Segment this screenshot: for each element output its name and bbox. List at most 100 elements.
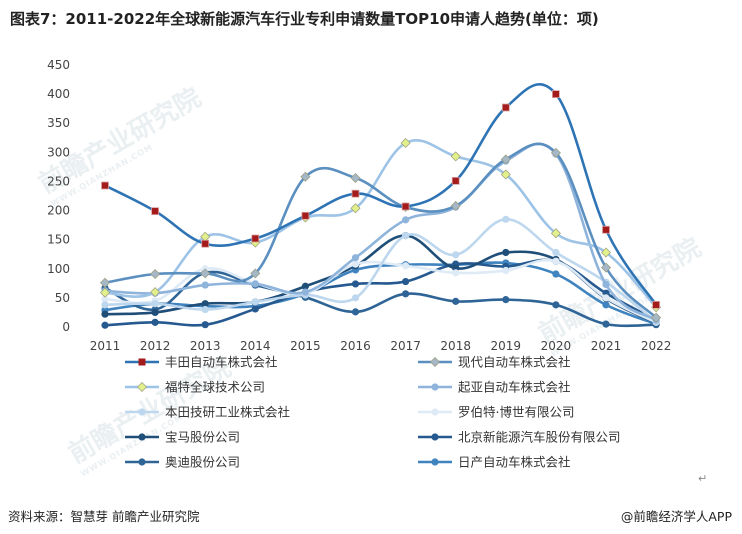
legend-marker xyxy=(431,433,439,441)
y-tick-label: 200 xyxy=(47,204,70,218)
data-point xyxy=(251,305,259,313)
data-point xyxy=(402,290,410,298)
legend-label: 奥迪股份公司 xyxy=(165,455,240,470)
legend-label: 本田技研工业株式会社 xyxy=(165,405,290,420)
data-point xyxy=(452,251,460,259)
data-point xyxy=(251,298,259,306)
legend-marker xyxy=(431,408,439,416)
y-tick-label: 350 xyxy=(47,116,70,130)
data-point xyxy=(502,215,510,223)
data-point-square xyxy=(101,181,109,190)
series-line xyxy=(104,139,658,309)
x-tick-label: 2022 xyxy=(641,339,672,353)
x-tick-label: 2017 xyxy=(390,339,421,353)
data-point xyxy=(201,321,209,329)
y-tick-label: 400 xyxy=(47,87,70,101)
data-point xyxy=(351,294,360,302)
data-point xyxy=(552,257,560,265)
data-point xyxy=(402,216,410,224)
return-mark: ↵ xyxy=(698,472,708,485)
data-point xyxy=(151,300,159,308)
x-tick-label: 2013 xyxy=(190,339,221,353)
data-point xyxy=(151,318,159,326)
legend-marker xyxy=(431,458,439,466)
legend-label: 丰田自动车株式会社 xyxy=(165,355,278,370)
data-point xyxy=(201,300,209,308)
data-point-diamond xyxy=(350,172,361,183)
data-point xyxy=(351,260,360,268)
y-tick-label: 150 xyxy=(47,233,70,247)
legend-label: 罗伯特·博世有限公司 xyxy=(458,405,574,420)
data-point-square xyxy=(251,234,260,243)
brand-label: @前瞻经济学人APP xyxy=(620,509,732,524)
data-point-square xyxy=(301,211,310,220)
data-point xyxy=(101,301,109,309)
x-tick-label: 2011 xyxy=(90,339,121,353)
data-point-diamond xyxy=(350,203,361,214)
data-point xyxy=(251,280,259,288)
x-tick-label: 2021 xyxy=(591,339,622,353)
data-point-diamond xyxy=(300,171,311,182)
x-tick-label: 2020 xyxy=(541,339,572,353)
data-point-diamond xyxy=(500,169,511,180)
legend-marker xyxy=(138,433,146,441)
data-point xyxy=(351,280,360,288)
series-line xyxy=(104,142,658,319)
data-point-diamond xyxy=(200,268,211,279)
data-point-diamond xyxy=(550,228,561,239)
data-point-diamond xyxy=(550,147,561,158)
data-point-square xyxy=(501,103,510,112)
data-point xyxy=(552,301,560,309)
y-tick-label: 250 xyxy=(47,174,70,188)
series-line xyxy=(104,258,657,324)
data-point xyxy=(602,294,610,302)
data-point xyxy=(452,297,460,305)
x-tick-label: 2016 xyxy=(340,339,371,353)
x-tick-label: 2015 xyxy=(290,339,321,353)
legend-marker-square xyxy=(138,358,146,366)
data-point xyxy=(351,308,360,316)
legend-label: 宝马股份公司 xyxy=(165,430,240,445)
data-point xyxy=(602,320,610,328)
data-point-diamond xyxy=(450,200,461,211)
data-point xyxy=(301,282,309,290)
data-point-square xyxy=(201,239,210,248)
legend-marker xyxy=(431,383,439,391)
data-point xyxy=(452,269,460,277)
data-point-square xyxy=(401,202,410,211)
data-point-diamond xyxy=(150,269,161,280)
y-tick-label: 450 xyxy=(47,58,70,72)
data-point-diamond xyxy=(651,312,662,323)
chart-title: 图表7：2011-2022年全球新能源汽车行业专利申请数量TOP10申请人趋势(… xyxy=(10,10,599,28)
data-point-square xyxy=(552,90,560,99)
legend-marker xyxy=(138,408,146,416)
source-note: 资料来源：智慧芽 前瞻产业研究院 xyxy=(8,509,200,524)
y-tick-label: 50 xyxy=(55,291,70,305)
data-point-diamond xyxy=(100,287,110,298)
data-point xyxy=(101,321,109,329)
data-point-square xyxy=(351,189,360,198)
line-chart: 0 50 100 150 200 250 300 350 400 450 2011 2012 2013 2… xyxy=(47,58,672,470)
legend-label: 起亚自动车株式会社 xyxy=(458,380,571,395)
data-point xyxy=(502,266,510,275)
data-point xyxy=(552,270,560,278)
x-tick-label: 2012 xyxy=(140,339,171,353)
data-point-diamond xyxy=(601,247,611,258)
data-point xyxy=(101,310,109,318)
x-tick-label: 2014 xyxy=(240,339,271,353)
data-point-square xyxy=(652,300,660,309)
x-tick-label: 2018 xyxy=(440,339,471,353)
series-line xyxy=(104,270,657,328)
data-point xyxy=(402,262,410,270)
x-tick-label: 2019 xyxy=(491,339,522,353)
data-point-diamond xyxy=(500,154,511,165)
data-point xyxy=(602,280,610,289)
legend-label: 北京新能源汽车股份有限公司 xyxy=(458,430,621,445)
data-point-diamond xyxy=(100,277,110,288)
data-point-diamond xyxy=(250,268,261,279)
data-point xyxy=(402,277,410,286)
data-point-diamond xyxy=(150,287,161,298)
y-tick-label: 0 xyxy=(62,320,70,334)
data-point xyxy=(502,248,510,257)
y-tick-label: 300 xyxy=(47,145,70,159)
